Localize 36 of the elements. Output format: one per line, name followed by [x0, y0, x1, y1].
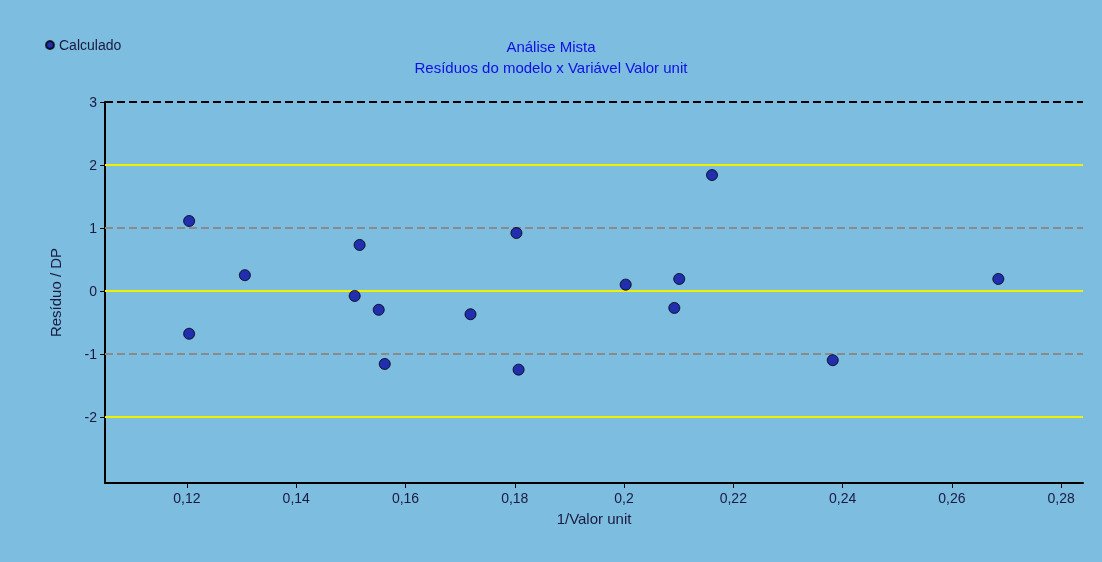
point — [668, 301, 681, 314]
y-tick-label: 3 — [89, 94, 98, 110]
chart-subtitle: Resíduos do modelo x Variável Valor unit — [414, 59, 689, 76]
point — [372, 303, 385, 316]
x-tick-label: 0,18 — [501, 490, 529, 506]
point — [992, 272, 1005, 285]
point — [238, 269, 251, 282]
point — [673, 272, 686, 285]
point — [706, 169, 719, 182]
y-tick-label: -1 — [84, 345, 98, 362]
x-tick-label: 0,28 — [1047, 490, 1075, 506]
x-tick-label: 0,22 — [719, 490, 748, 506]
y-tick-label: 0 — [89, 282, 98, 299]
y-tick-label: -2 — [84, 408, 98, 425]
x-tick-label: 0,26 — [938, 490, 966, 506]
point — [378, 357, 391, 370]
x-tick-label: 0,12 — [173, 490, 201, 506]
x-tick-label: 0,16 — [391, 490, 420, 506]
point — [826, 354, 839, 367]
x-tick-label: 0,2 — [614, 490, 634, 506]
y-tick-label: 1 — [89, 219, 98, 236]
point — [510, 226, 523, 239]
y-tick-label: 2 — [89, 156, 98, 173]
point — [619, 278, 632, 291]
point — [353, 238, 366, 251]
point — [464, 308, 477, 321]
point — [512, 363, 525, 376]
point — [183, 327, 196, 340]
x-axis-title: 1/Valor unit — [556, 510, 633, 527]
x-tick-label: 0,14 — [282, 490, 311, 506]
legend-label: Calculado — [59, 37, 122, 53]
point — [348, 289, 361, 302]
x-tick-label: 0,24 — [828, 490, 857, 506]
y-axis-title: Resíduo / DP — [47, 247, 64, 338]
chart-title: Análise Mista — [506, 38, 597, 55]
point — [183, 215, 196, 228]
